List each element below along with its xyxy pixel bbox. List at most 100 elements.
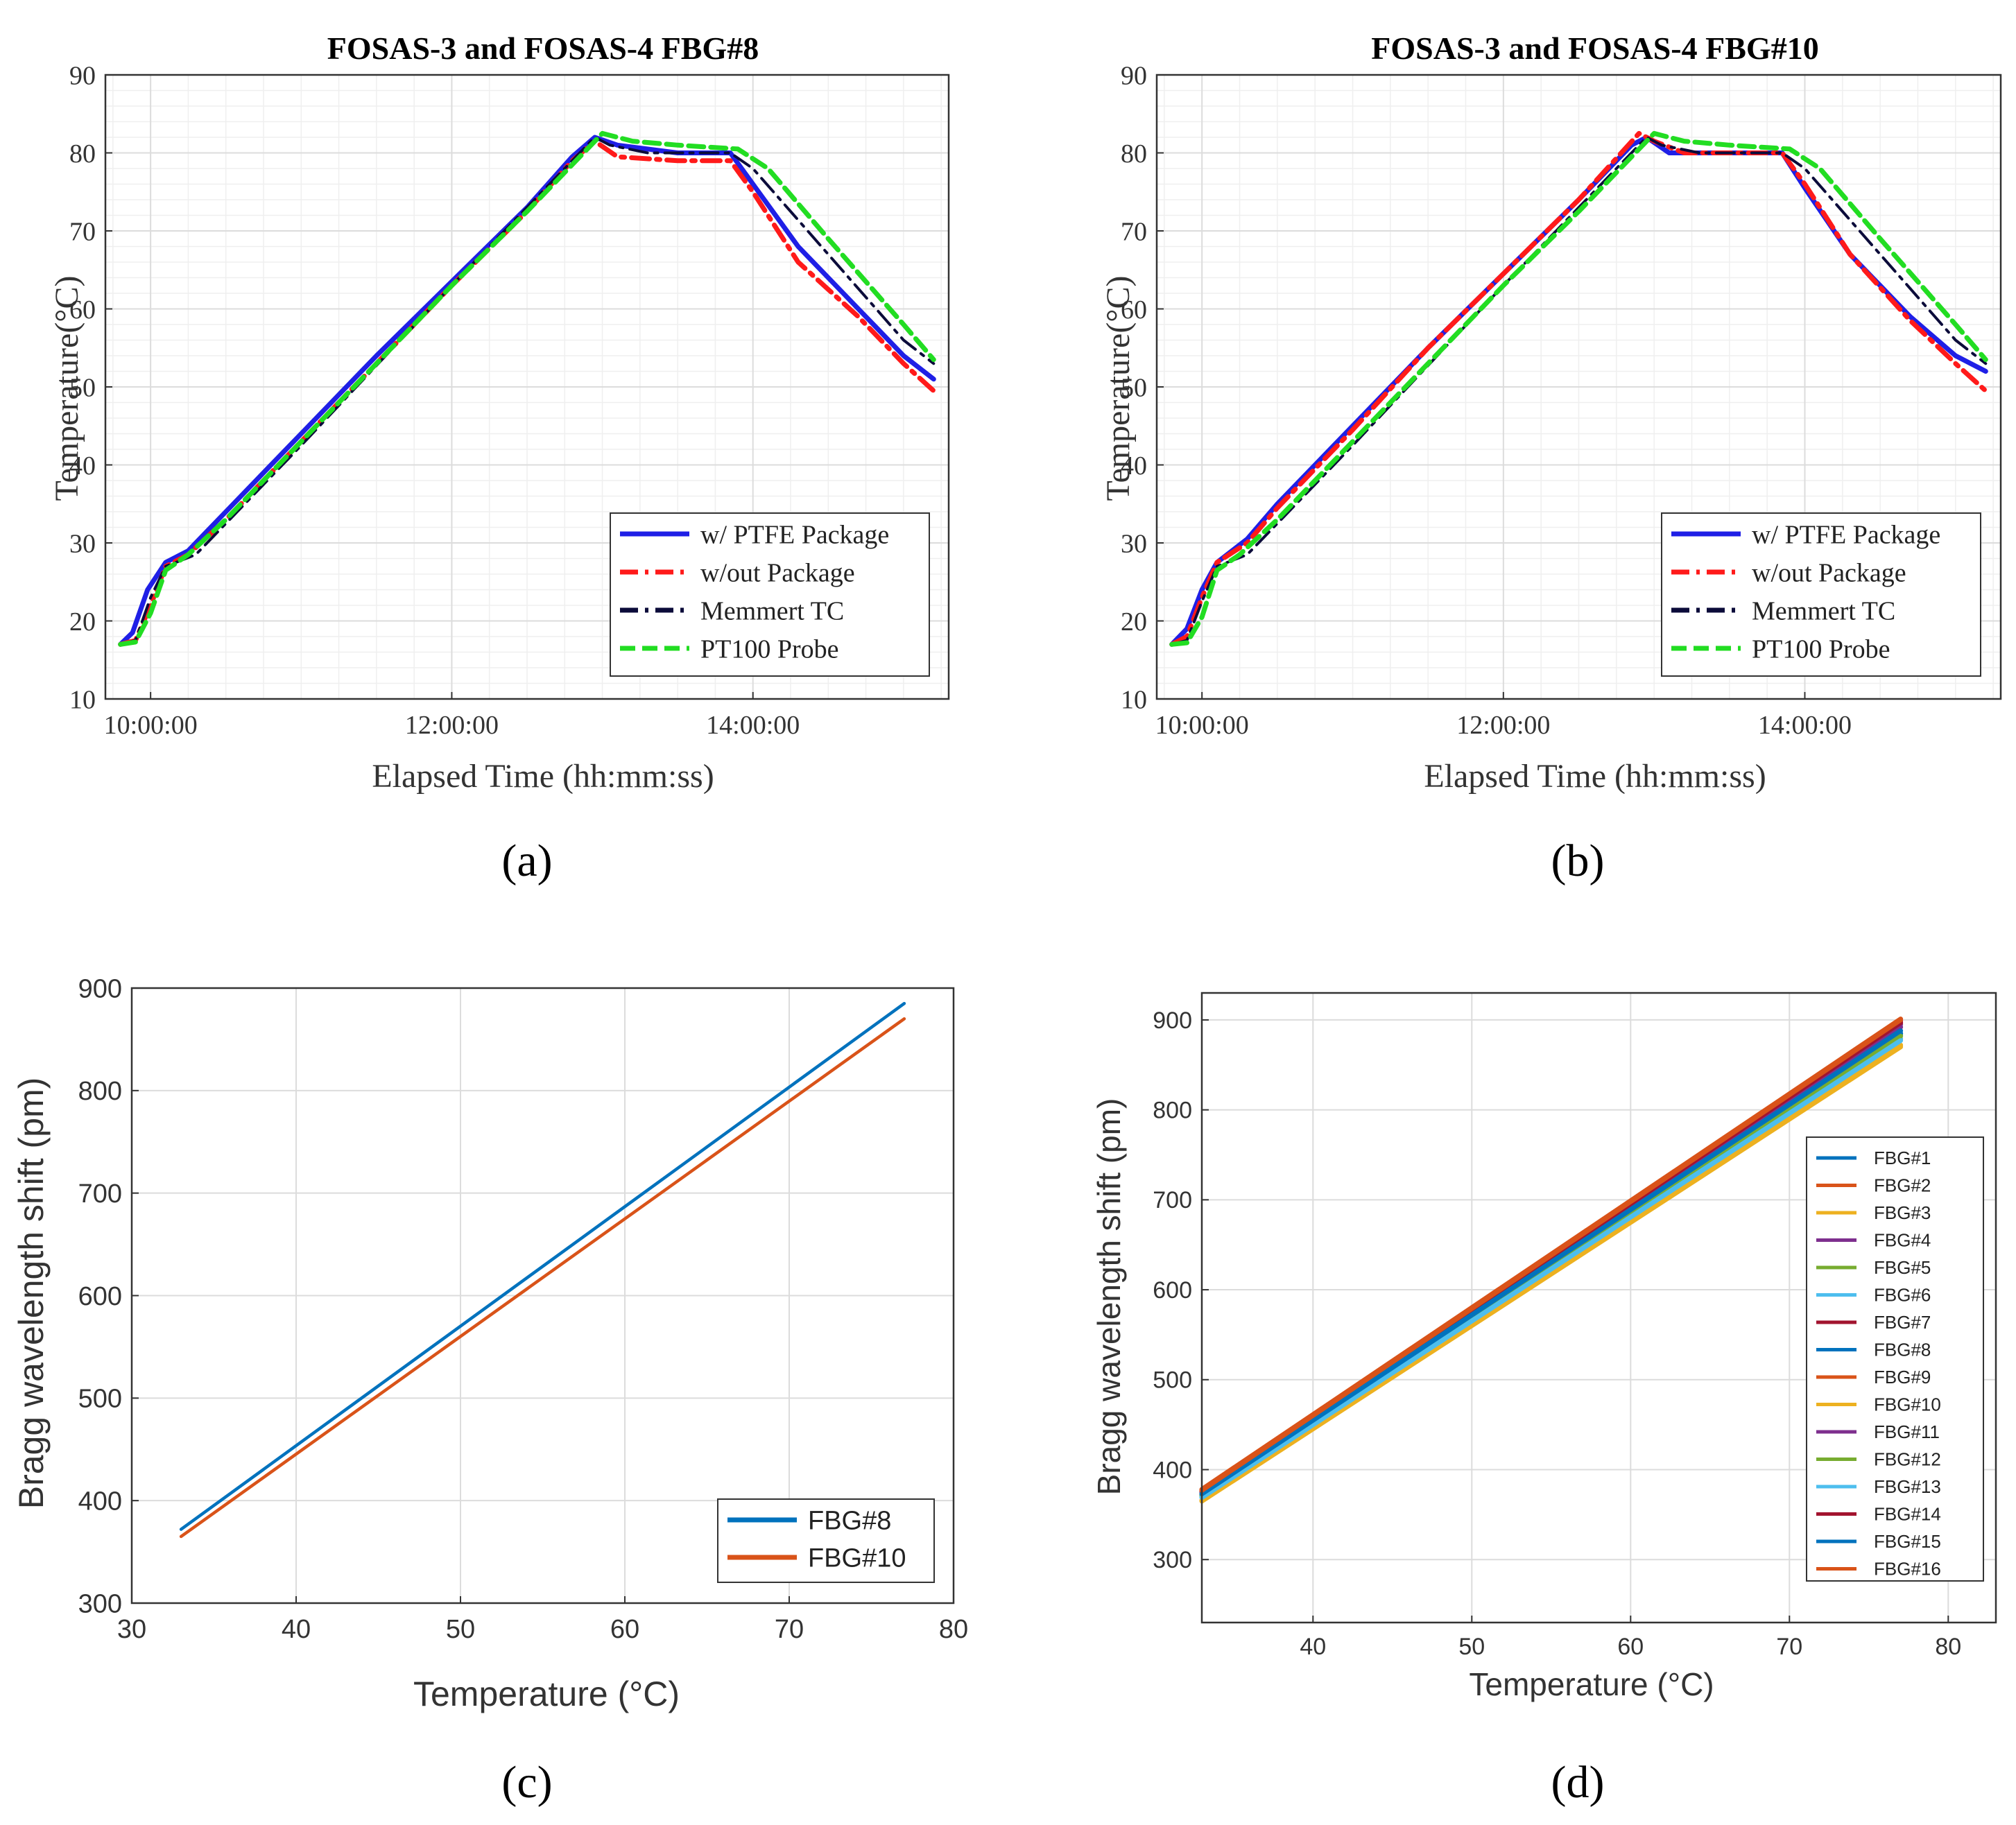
tick-label-x: 80 [1935,1634,1961,1660]
tick-label-y: 900 [78,974,122,1003]
tick-label-y: 20 [1121,607,1147,637]
series-line-fbg-8 [179,1001,906,1531]
tick-label-y: 300 [78,1589,122,1618]
tick-label-y: 90 [69,61,96,90]
tick-label-x: 80 [939,1615,968,1644]
tick-label-y: 700 [1153,1187,1192,1213]
tick-label-y: 80 [69,139,96,168]
series-line-fbg-10 [179,1017,906,1539]
tick-label-x: 50 [446,1615,475,1644]
plot-b: 10 20 30 40 50 60 70 80 90 10:00:00 12:00:00 14:00:… [1121,61,2002,740]
legend-label: Memmert TC [1752,596,1895,625]
tick-label-y: 50 [1121,373,1147,402]
legend-label: w/out Package [1752,558,1906,587]
legend-label: FBG#8 [808,1506,891,1535]
panel-a-ylabel: Temperature(°C) [49,275,85,501]
tick-label-y: 70 [1121,217,1147,246]
legend-label: w/ PTFE Package [1752,520,1940,549]
legend-box [717,1498,935,1583]
legend-label: FBG#1 [1874,1148,1931,1168]
tick-label-y: 700 [78,1179,122,1209]
legend-label: w/ PTFE Package [700,520,889,549]
legend-label: PT100 Probe [1752,634,1890,664]
panel-d-label: (d) [1551,1757,1605,1808]
tick-label-y: 800 [1153,1098,1192,1124]
series-line-memmert-tc [119,136,936,646]
legend-label: FBG#2 [1874,1175,1931,1196]
tick-label-y: 80 [1121,139,1147,168]
panel-b-ylabel: Temperature(°C) [1100,275,1137,501]
series-line-fbg-16 [1199,1017,1904,1493]
tick-label-y: 10 [69,685,96,714]
panel-c-ylabel: Bragg wavelength shift (pm) [12,1078,51,1510]
tick-label-x: 60 [1617,1634,1644,1660]
panel-c: Temperature (°C) Bragg wavelength shift … [12,1078,680,1808]
legend-label: FBG#5 [1874,1257,1931,1278]
series-line-memmert-tc [1170,136,1988,646]
tick-label-x: 40 [1300,1634,1326,1660]
tick-label-y: 600 [1153,1277,1192,1304]
legend-label: FBG#16 [1874,1559,1941,1580]
legend-box [610,512,930,677]
legend-label: FBG#13 [1874,1476,1941,1497]
legend-label: w/out Package [700,558,855,587]
tick-label-y: 10 [1121,685,1147,714]
series-line-fbg-10 [1199,1044,1904,1504]
legend-label: FBG#9 [1874,1367,1931,1387]
tick-label-x: 14:00:00 [1758,711,1852,740]
legend: FBG#1 FBG#2 FBG#3 FBG#4 FBG#5 FBG#6 FBG#7 FBG#8… [1806,1136,1984,1582]
legend-label: FBG#14 [1874,1504,1941,1525]
panel-b-xlabel: Elapsed Time (hh:mm:ss) [1424,758,1766,795]
legend-label: Memmert TC [700,596,844,625]
tick-label-y: 90 [1121,61,1147,90]
tick-label-y: 400 [78,1487,122,1516]
tick-label-x: 50 [1458,1634,1485,1660]
tick-label-x: 14:00:00 [706,711,800,740]
tick-label-y: 50 [69,373,96,402]
legend-label: FBG#8 [1874,1340,1931,1360]
panel-d-ylabel: Bragg wavelength shift (pm) [1091,1098,1127,1496]
legend-box [1661,512,1981,677]
legend-label: FBG#7 [1874,1312,1931,1333]
series-line-fbg-15 [1199,1028,1904,1496]
tick-label-x: 12:00:00 [405,711,499,740]
series-line-pt100-probe [118,130,936,647]
tick-label-x: 10:00:00 [1155,711,1249,740]
tick-label-y: 400 [1153,1457,1192,1483]
legend: w/ PTFE Package w/out Package Memmert TC PT… [1661,512,1981,677]
tick-label-y: 40 [69,451,96,481]
legend-label: FBG#10 [1874,1394,1941,1415]
legend-label: FBG#15 [1874,1531,1941,1552]
panel-c-label: (c) [501,1757,552,1808]
tick-label-x: 10:00:00 [104,711,198,740]
tick-label-x: 30 [117,1615,146,1644]
tick-label-x: 12:00:00 [1456,711,1550,740]
tick-label-y: 600 [78,1282,122,1311]
tick-label-y: 30 [69,529,96,558]
legend-label: FBG#3 [1874,1202,1931,1223]
tick-label-y: 60 [1121,295,1147,325]
tick-label-y: 70 [69,217,96,246]
tick-label-x: 60 [610,1615,639,1644]
series-line-pt100-probe [1169,130,1988,647]
legend-label: FBG#10 [808,1543,906,1573]
tick-label-y: 500 [1153,1367,1192,1394]
tick-label-y: 60 [69,295,96,325]
panel-a-label: (a) [501,836,552,886]
series-line-w-out-package [1169,130,1988,647]
legend-label: FBG#11 [1874,1421,1940,1442]
plot-a: 10 20 30 40 50 60 70 80 90 10:00:00 12:00:00 14:00:… [69,61,950,740]
series-line-fbg-13 [1199,1038,1904,1500]
panel-b-title: FOSAS-3 and FOSAS-4 FBG#10 [1371,31,1818,66]
panel-b-label: (b) [1551,836,1605,886]
legend-label: FBG#6 [1874,1285,1931,1306]
panel-c-xlabel: Temperature (°C) [413,1675,680,1713]
tick-label-x: 40 [282,1615,311,1644]
tick-label-x: 70 [1776,1634,1802,1660]
legend-label: PT100 Probe [700,634,839,664]
panel-b: FOSAS-3 and FOSAS-4 FBG#10 Elapsed Time … [1100,31,1819,886]
tick-label-y: 500 [78,1385,122,1414]
